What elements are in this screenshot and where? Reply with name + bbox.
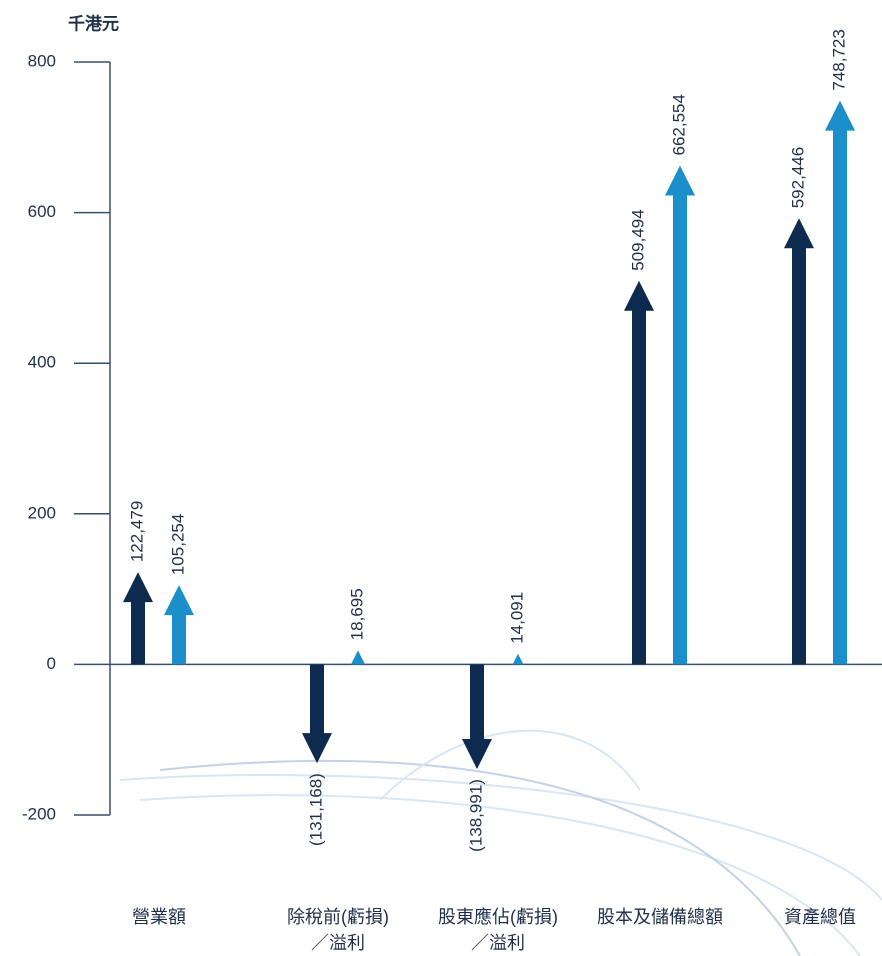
category-label: 除稅前(虧損) ／溢利 (287, 907, 389, 953)
arrow (302, 664, 332, 764)
category-label: 股本及儲備總額 (597, 907, 723, 927)
y-tick-label: 0 (47, 654, 56, 673)
y-tick-label: -200 (22, 804, 56, 823)
value-label: 662,554 (669, 94, 688, 155)
value-label: 592,446 (788, 147, 807, 208)
value-label: (131,168) (306, 773, 325, 846)
arrow (512, 653, 524, 665)
value-label: 105,254 (168, 514, 187, 575)
arrow (825, 100, 855, 665)
arrow (624, 280, 654, 665)
category-label: 營業額 (132, 907, 186, 927)
value-label: 748,723 (829, 29, 848, 90)
y-tick-label: 400 (28, 353, 56, 372)
arrow (665, 165, 695, 665)
value-label: 122,479 (127, 501, 146, 562)
category-label: 股東應佔(虧損) ／溢利 (438, 907, 558, 953)
value-label: 18,695 (347, 588, 366, 640)
value-label: 14,091 (507, 592, 526, 644)
arrow (462, 664, 492, 770)
y-tick-label: 200 (28, 503, 56, 522)
unit-title: 千港元 (68, 13, 119, 33)
y-tick-label: 600 (28, 202, 56, 221)
arrow (784, 218, 814, 665)
arrow (350, 650, 366, 665)
value-label: (138,991) (466, 779, 485, 852)
value-label: 509,494 (628, 209, 647, 270)
arrow (123, 572, 153, 665)
background-swirl (119, 729, 882, 956)
category-label: 資產總值 (784, 907, 856, 927)
y-tick-label: 800 (28, 51, 56, 70)
arrow (164, 585, 194, 665)
